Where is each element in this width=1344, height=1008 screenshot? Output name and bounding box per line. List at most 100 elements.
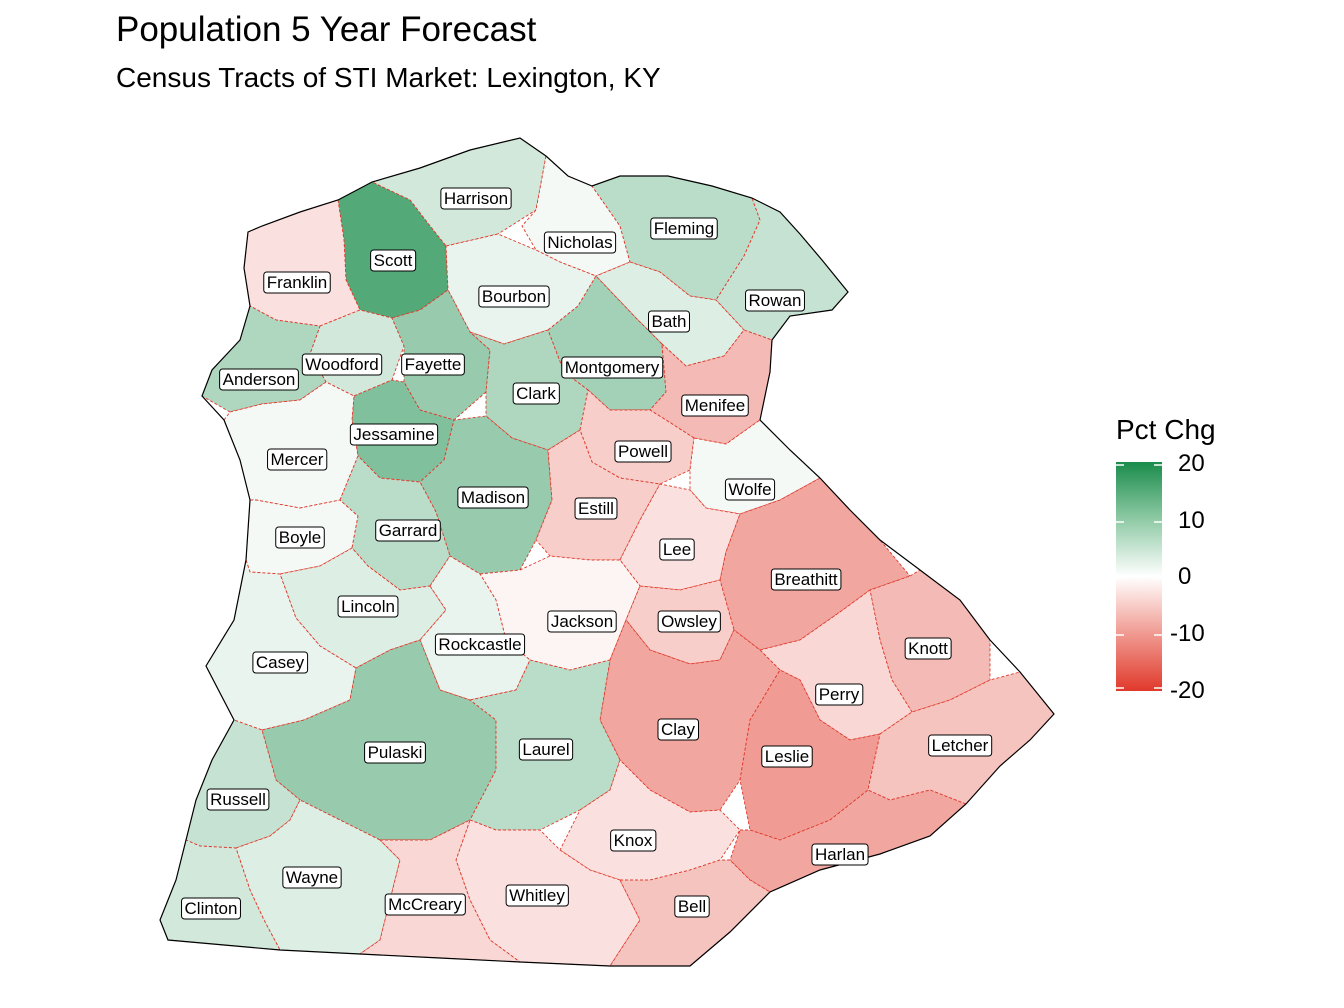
county-name-rowan: Rowan: [749, 291, 802, 310]
county-label-fleming: Fleming: [650, 217, 718, 240]
county-label-bath: Bath: [648, 310, 690, 333]
county-name-knott: Knott: [908, 639, 948, 658]
county-name-perry: Perry: [819, 685, 860, 704]
county-label-box-estill: [574, 497, 618, 520]
county-label-box-fayette: [401, 353, 465, 376]
legend-tick-0: 0: [1178, 563, 1192, 590]
county-area-knox: [559, 759, 741, 881]
county-label-box-bath: [648, 310, 690, 333]
county-name-wayne: Wayne: [286, 868, 338, 887]
county-label-box-boyle: [275, 526, 325, 549]
county-label-harlan: Harlan: [811, 843, 869, 866]
county-label-box-lee: [659, 538, 695, 561]
county-label-clark: Clark: [512, 382, 560, 405]
county-label-lee: Lee: [659, 538, 695, 561]
county-label-bell: Bell: [674, 895, 710, 918]
county-label-powell: Powell: [614, 440, 672, 463]
county-name-pulaski: Pulaski: [368, 743, 423, 762]
county-label-clay: Clay: [657, 718, 700, 741]
county-area-estill: [535, 429, 661, 561]
county-label-leslie: Leslie: [761, 745, 813, 768]
county-label-box-anderson: [219, 368, 299, 391]
county-label-box-russell: [206, 788, 270, 811]
county-name-letcher: Letcher: [932, 736, 989, 755]
county-name-montgomery: Montgomery: [565, 358, 660, 377]
map-title: Population 5 Year Forecast: [116, 10, 537, 49]
county-label-box-menifee: [681, 394, 749, 417]
county-label-box-harrison: [440, 187, 512, 210]
legend-colorbar: [1116, 462, 1162, 691]
county-label-box-rockcastle: [434, 633, 526, 656]
county-label-breathitt: Breathitt: [770, 568, 842, 591]
county-name-fleming: Fleming: [654, 219, 714, 238]
county-name-woodford: Woodford: [305, 355, 378, 374]
county-name-bell: Bell: [678, 897, 706, 916]
county-name-mccreary: McCreary: [388, 895, 462, 914]
county-label-rowan: Rowan: [745, 289, 805, 312]
county-name-clinton: Clinton: [185, 899, 238, 918]
county-label-wayne: Wayne: [282, 866, 342, 889]
county-name-nicholas: Nicholas: [547, 233, 612, 252]
county-label-box-knox: [610, 829, 657, 852]
county-label-box-knott: [904, 637, 952, 660]
map-subtitle: Census Tracts of STI Market: Lexington, …: [116, 62, 661, 93]
county-label-box-jackson: [547, 610, 617, 633]
county-name-clark: Clark: [516, 384, 556, 403]
county-name-knox: Knox: [614, 831, 653, 850]
county-name-lee: Lee: [663, 540, 691, 559]
county-label-montgomery: Montgomery: [561, 356, 664, 379]
legend-gradient: [1116, 462, 1162, 691]
county-name-harlan: Harlan: [815, 845, 865, 864]
county-label-box-clinton: [181, 897, 241, 920]
county-label-box-mccreary: [384, 893, 466, 916]
county-label-box-harlan: [811, 843, 869, 866]
county-label-box-montgomery: [561, 356, 664, 379]
county-label-box-laurel: [518, 738, 574, 761]
county-name-wolfe: Wolfe: [728, 480, 771, 499]
county-label-box-franklin: [263, 271, 331, 294]
county-label-box-leslie: [761, 745, 813, 768]
county-label-garrard: Garrard: [375, 519, 441, 542]
county-name-owsley: Owsley: [661, 612, 717, 631]
county-label-box-bell: [674, 895, 710, 918]
county-name-franklin: Franklin: [267, 273, 327, 292]
county-label-knox: Knox: [610, 829, 657, 852]
county-label-box-owsley: [657, 610, 721, 633]
county-label-woodford: Woodford: [301, 353, 383, 376]
county-name-casey: Casey: [256, 653, 305, 672]
county-label-box-whitley: [505, 884, 569, 907]
county-label-box-woodford: [301, 353, 383, 376]
county-name-clay: Clay: [661, 720, 696, 739]
county-label-nicholas: Nicholas: [543, 231, 617, 254]
county-name-whitley: Whitley: [509, 886, 565, 905]
county-name-bath: Bath: [652, 312, 687, 331]
county-label-russell: Russell: [206, 788, 270, 811]
county-label-box-powell: [614, 440, 672, 463]
county-name-breathitt: Breathitt: [774, 570, 838, 589]
county-label-box-perry: [815, 683, 864, 706]
county-label-estill: Estill: [574, 497, 618, 520]
county-label-perry: Perry: [815, 683, 864, 706]
county-name-russell: Russell: [210, 790, 266, 809]
county-label-box-pulaski: [364, 741, 426, 764]
county-label-box-casey: [252, 651, 309, 674]
county-label-box-bourbon: [478, 285, 550, 308]
county-name-jackson: Jackson: [551, 612, 613, 631]
county-label-box-fleming: [650, 217, 718, 240]
county-label-lincoln: Lincoln: [337, 595, 399, 618]
county-name-scott: Scott: [374, 251, 413, 270]
county-label-mercer: Mercer: [267, 448, 328, 471]
county-name-leslie: Leslie: [765, 747, 809, 766]
county-label-box-mercer: [267, 448, 328, 471]
county-label-anderson: Anderson: [219, 368, 299, 391]
county-label-box-lincoln: [337, 595, 399, 618]
county-name-rockcastle: Rockcastle: [438, 635, 521, 654]
county-label-box-clark: [512, 382, 560, 405]
county-name-garrard: Garrard: [379, 521, 438, 540]
county-name-harrison: Harrison: [444, 189, 508, 208]
legend-tick-neg20: -20: [1170, 677, 1205, 704]
county-name-bourbon: Bourbon: [482, 287, 546, 306]
county-label-box-scott: [370, 249, 417, 272]
county-label-casey: Casey: [252, 651, 309, 674]
county-area-wolfe: [689, 419, 821, 515]
